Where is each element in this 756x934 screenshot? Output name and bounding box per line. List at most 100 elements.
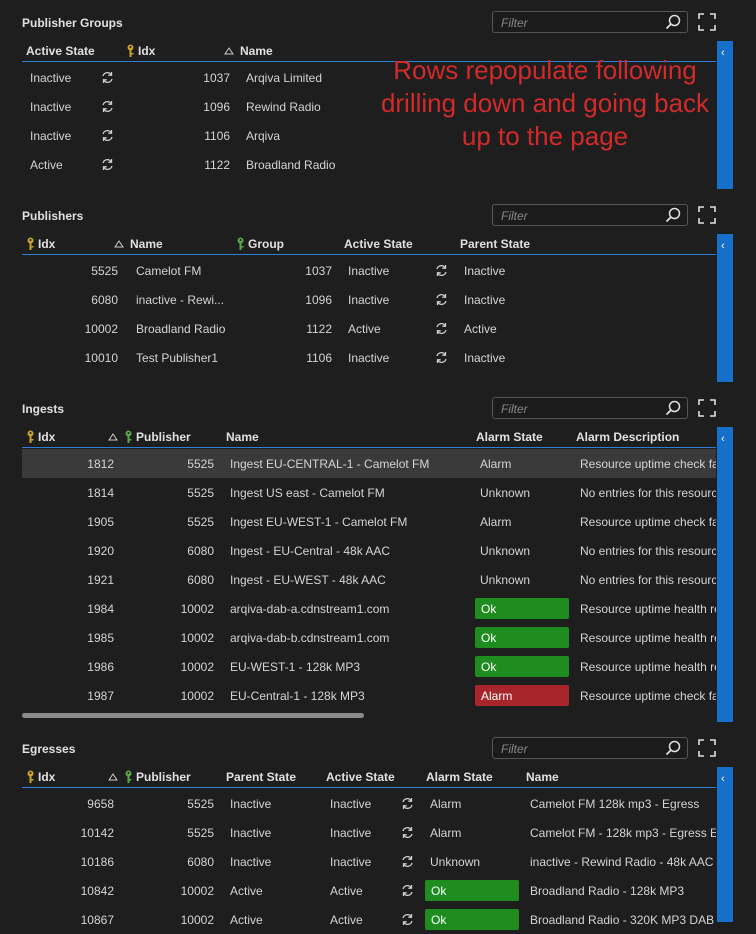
table-row[interactable]: 1984 10002 arqiva-dab-a.cdnstream1.com O…	[22, 594, 716, 623]
expand-icon[interactable]	[698, 739, 716, 757]
collapse-panel-tab[interactable]: ‹	[717, 767, 733, 922]
annotation-text: Rows repopulate following drilling down …	[380, 55, 710, 151]
table-row[interactable]: 1905 5525 Ingest EU-WEST-1 - Camelot FM …	[22, 507, 716, 536]
column-header-name[interactable]: Name	[226, 430, 259, 444]
search-icon[interactable]	[665, 14, 681, 30]
table-row[interactable]: 10842 10002 Active Active Ok Broadland R…	[22, 876, 716, 905]
active-state-cell: Active	[330, 913, 363, 927]
column-header-active-state[interactable]: Active State	[26, 44, 95, 58]
filter-input[interactable]	[499, 13, 663, 33]
column-header-idx[interactable]: Idx	[26, 430, 55, 444]
table-row[interactable]: 6080 inactive - Rewi... 1096 Inactive In…	[22, 285, 716, 314]
column-header-name[interactable]: Name	[526, 770, 559, 784]
column-header-alarm-state[interactable]: Alarm State	[426, 770, 493, 784]
active-state-cell: Inactive	[330, 826, 372, 840]
sync-icon[interactable]	[401, 855, 414, 868]
filter-input[interactable]	[499, 739, 663, 759]
table-row[interactable]: Inactive 1037 Arqiva Limited	[22, 63, 716, 92]
idx-cell: 1812	[87, 457, 114, 471]
table-row[interactable]: 10867 10002 Active Active Ok Broadland R…	[22, 905, 716, 934]
table-row[interactable]: 10142 5525 Inactive Inactive Alarm Camel…	[22, 818, 716, 847]
parent-state-cell: Inactive	[230, 826, 272, 840]
foreign-key-icon	[124, 770, 133, 783]
sync-icon[interactable]	[101, 158, 114, 171]
horizontal-scrollbar[interactable]	[22, 713, 364, 718]
column-header-active-state[interactable]: Active State	[344, 237, 413, 251]
column-header-alarm-state[interactable]: Alarm State	[476, 430, 543, 444]
table-row[interactable]: 9658 5525 Inactive Inactive Alarm Camelo…	[22, 789, 716, 818]
expand-icon[interactable]	[698, 206, 716, 224]
sync-icon[interactable]	[401, 884, 414, 897]
active-state-cell: Active	[330, 884, 363, 898]
column-header-alarm-description[interactable]: Alarm Description	[576, 430, 680, 444]
sync-icon[interactable]	[401, 913, 414, 926]
name-cell: Arqiva Limited	[246, 71, 323, 85]
egresses-title: Egresses	[22, 742, 76, 756]
publisher-cell: 6080	[187, 573, 214, 587]
column-header-publisher[interactable]: Publisher	[108, 430, 191, 444]
ingests-filter[interactable]	[492, 397, 688, 419]
table-row[interactable]: 1985 10002 arqiva-dab-b.cdnstream1.com O…	[22, 623, 716, 652]
alarm-state-cell: Alarm	[480, 457, 512, 471]
publisher-groups-filter[interactable]	[492, 11, 688, 33]
sync-icon[interactable]	[101, 71, 114, 84]
publisher-cell: 5525	[187, 486, 214, 500]
filter-input[interactable]	[499, 399, 663, 419]
ingests-title: Ingests	[22, 402, 65, 416]
table-header: Idx Name Group Active State Parent State	[22, 234, 716, 255]
sync-icon[interactable]	[401, 797, 414, 810]
column-header-name[interactable]: Name	[224, 44, 273, 58]
parent-state-cell: Inactive	[464, 351, 506, 365]
sort-ascending-icon	[224, 47, 234, 55]
publishers-filter[interactable]	[492, 204, 688, 226]
column-header-name[interactable]: Name	[114, 237, 163, 251]
column-header-publisher[interactable]: Publisher	[108, 770, 191, 784]
name-cell: Camelot FM - 128k mp3 - Egress EU	[530, 826, 716, 840]
sync-icon[interactable]	[435, 322, 448, 335]
table-row[interactable]: 10186 6080 Inactive Inactive Unknown ina…	[22, 847, 716, 876]
collapse-panel-tab[interactable]: ‹	[717, 427, 733, 722]
expand-icon[interactable]	[698, 399, 716, 417]
table-row[interactable]: 10010 Test Publisher1 1106 Inactive Inac…	[22, 343, 716, 372]
idx-cell: 1037	[203, 71, 230, 85]
column-header-parent-state[interactable]: Parent State	[226, 770, 297, 784]
table-row[interactable]: 1814 5525 Ingest US east - Camelot FM Un…	[22, 478, 716, 507]
sync-icon[interactable]	[435, 264, 448, 277]
active-state-cell: Inactive	[30, 100, 72, 114]
sync-icon[interactable]	[435, 351, 448, 364]
alarm-description-cell: Resource uptime health re	[580, 602, 716, 616]
column-header-idx[interactable]: Idx	[26, 237, 55, 251]
table-row[interactable]: 10002 Broadland Radio 1122 Active Active	[22, 314, 716, 343]
table-row[interactable]: 1921 6080 Ingest - EU-WEST - 48k AAC Unk…	[22, 565, 716, 594]
column-header-idx[interactable]: Idx	[126, 44, 155, 58]
search-icon[interactable]	[665, 207, 681, 223]
table-row[interactable]: 1812 5525 Ingest EU-CENTRAL-1 - Camelot …	[22, 449, 716, 478]
table-row[interactable]: 1987 10002 EU-Central-1 - 128k MP3 Alarm…	[22, 681, 716, 710]
expand-icon[interactable]	[698, 13, 716, 31]
search-icon[interactable]	[665, 400, 681, 416]
column-header-active-state[interactable]: Active State	[326, 770, 395, 784]
table-row[interactable]: 1920 6080 Ingest - EU-Central - 48k AAC …	[22, 536, 716, 565]
sync-icon[interactable]	[101, 129, 114, 142]
sync-icon[interactable]	[401, 826, 414, 839]
publisher-groups-title: Publisher Groups	[22, 16, 123, 30]
column-header-group[interactable]: Group	[236, 237, 284, 251]
sync-icon[interactable]	[101, 100, 114, 113]
active-state-cell: Inactive	[330, 855, 372, 869]
collapse-panel-tab[interactable]: ‹	[717, 234, 733, 382]
table-row[interactable]: Inactive 1096 Rewind Radio	[22, 92, 716, 121]
active-state-cell: Inactive	[30, 71, 72, 85]
search-icon[interactable]	[665, 740, 681, 756]
column-header-parent-state[interactable]: Parent State	[460, 237, 531, 251]
table-row[interactable]: Active 1122 Broadland Radio	[22, 150, 716, 179]
group-cell: 1122	[306, 322, 332, 336]
column-header-idx[interactable]: Idx	[26, 770, 55, 784]
table-row[interactable]: Inactive 1106 Arqiva	[22, 121, 716, 150]
table-row[interactable]: 1986 10002 EU-WEST-1 - 128k MP3 Ok Resou…	[22, 652, 716, 681]
table-row[interactable]: 5525 Camelot FM 1037 Inactive Inactive	[22, 256, 716, 285]
sync-icon[interactable]	[435, 293, 448, 306]
egresses-filter[interactable]	[492, 737, 688, 759]
collapse-panel-tab[interactable]: ‹	[717, 41, 733, 189]
filter-input[interactable]	[499, 206, 663, 226]
alarm-description-cell: No entries for this resourc	[580, 544, 716, 558]
